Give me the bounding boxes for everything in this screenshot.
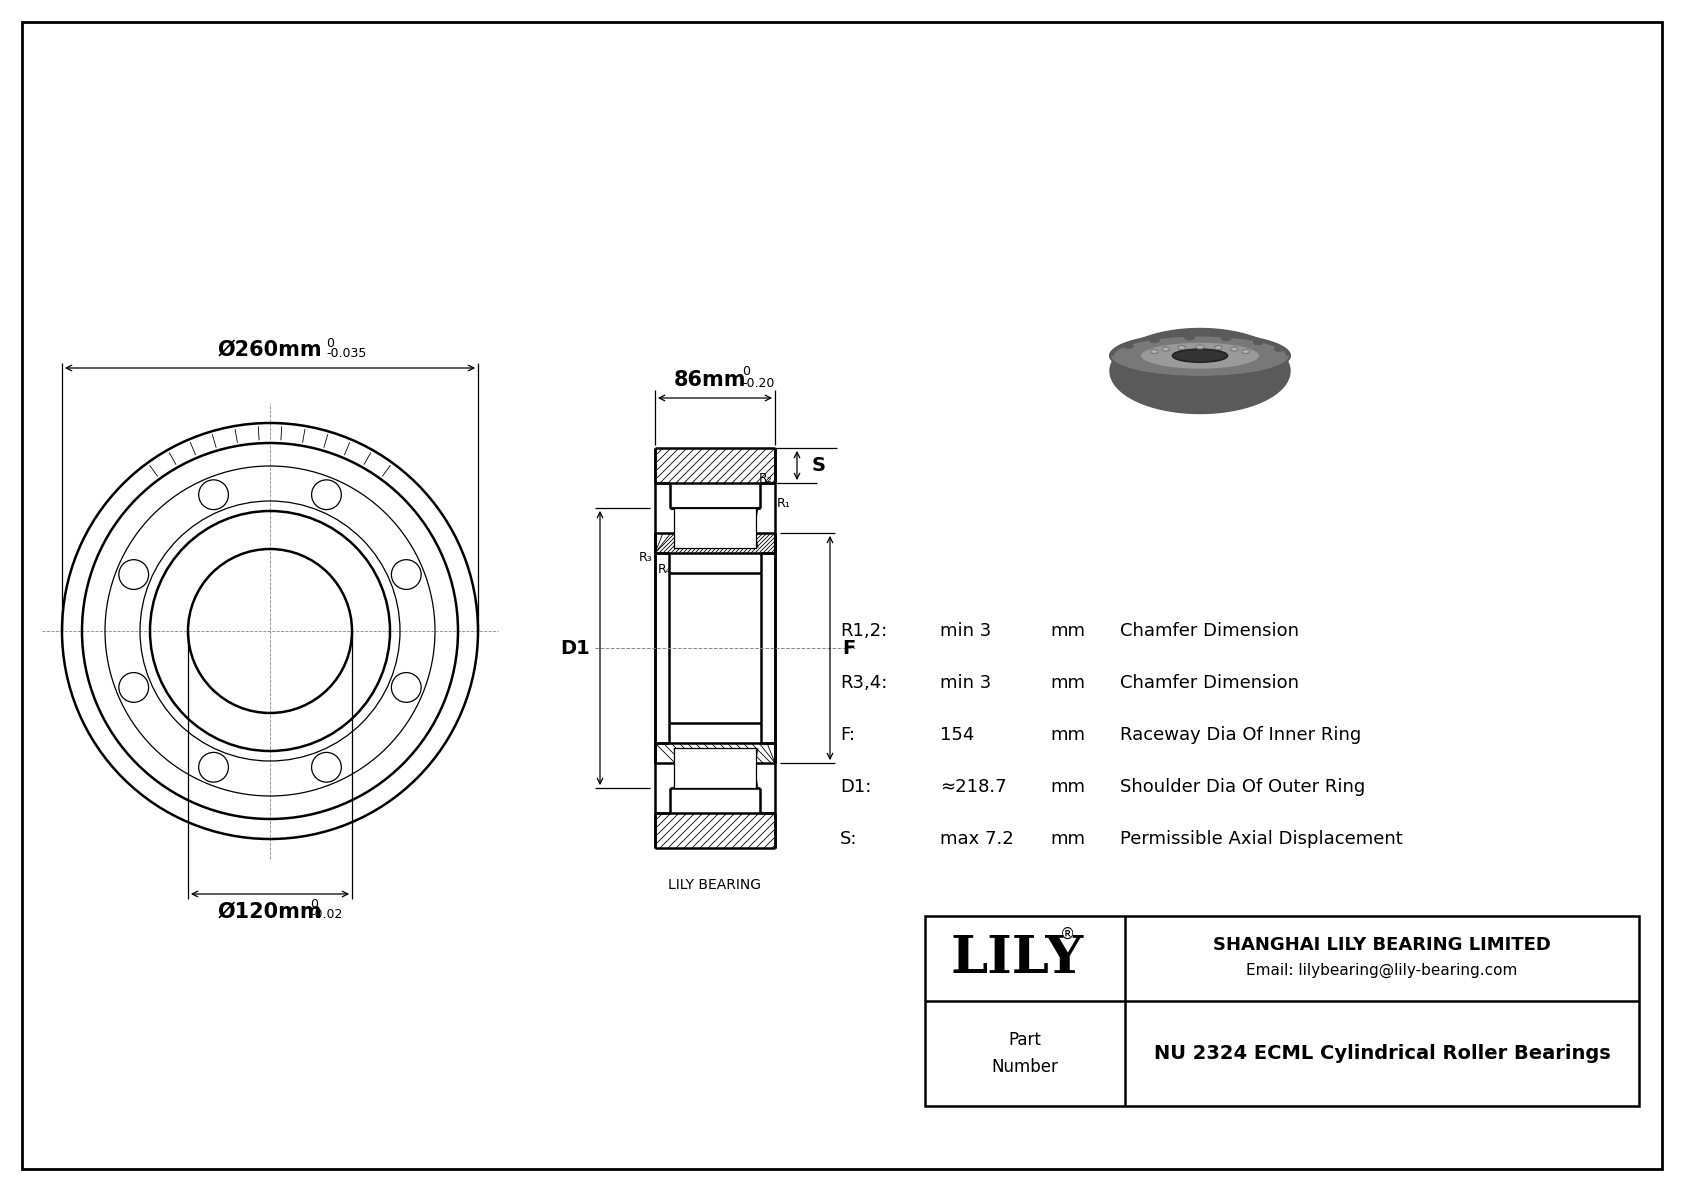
Text: ≈218.7: ≈218.7 [940,778,1007,796]
Ellipse shape [1184,335,1194,341]
Text: R1,2:: R1,2: [840,622,887,640]
Ellipse shape [1162,347,1170,351]
Ellipse shape [1253,339,1263,345]
Ellipse shape [1241,349,1250,354]
Ellipse shape [1196,345,1204,349]
Text: Email: lilybearing@lily-bearing.com: Email: lilybearing@lily-bearing.com [1246,962,1517,978]
Text: mm: mm [1051,778,1084,796]
Text: Chamfer Dimension: Chamfer Dimension [1120,674,1298,692]
Bar [925,916,1639,1106]
Text: 0: 0 [743,364,749,378]
Ellipse shape [1110,329,1290,413]
Text: F: F [842,638,855,657]
Text: R₄: R₄ [658,563,672,576]
Ellipse shape [1275,347,1283,351]
Ellipse shape [1221,336,1231,341]
Text: S:: S: [840,830,857,848]
Text: R₁: R₁ [776,497,791,510]
Text: LILY BEARING: LILY BEARING [669,878,761,892]
Bar [674,509,756,548]
Text: 154: 154 [940,727,975,744]
Text: mm: mm [1051,727,1084,744]
Text: ®: ® [1059,927,1074,942]
Ellipse shape [1140,342,1260,369]
Text: min 3: min 3 [940,622,992,640]
Text: max 7.2: max 7.2 [940,830,1014,848]
Text: Ø120mm: Ø120mm [217,902,322,922]
Ellipse shape [1231,347,1238,351]
Text: SHANGHAI LILY BEARING LIMITED: SHANGHAI LILY BEARING LIMITED [1212,935,1551,954]
Text: NU 2324 ECML Cylindrical Roller Bearings: NU 2324 ECML Cylindrical Roller Bearings [1154,1045,1610,1064]
Bar [674,748,756,788]
Ellipse shape [1123,343,1133,349]
Text: Chamfer Dimension: Chamfer Dimension [1120,622,1298,640]
Text: min 3: min 3 [940,674,992,692]
Text: mm: mm [1051,830,1084,848]
Ellipse shape [1110,335,1290,376]
Text: mm: mm [1051,622,1084,640]
Text: Shoulder Dia Of Outer Ring: Shoulder Dia Of Outer Ring [1120,778,1366,796]
Ellipse shape [1214,345,1223,349]
Text: LILY: LILY [950,933,1083,984]
Text: 86mm: 86mm [674,370,746,389]
Text: F:: F: [840,727,855,744]
Text: mm: mm [1051,674,1084,692]
Text: D1: D1 [561,638,589,657]
Text: -0.20: -0.20 [743,378,775,389]
Text: 0: 0 [327,337,333,350]
Text: D1:: D1: [840,778,871,796]
Ellipse shape [1177,345,1186,349]
Ellipse shape [1172,349,1228,362]
Ellipse shape [1150,338,1160,343]
Text: R₂: R₂ [759,472,773,485]
Text: -0.02: -0.02 [310,908,342,921]
Text: Permissible Axial Displacement: Permissible Axial Displacement [1120,830,1403,848]
Text: R3,4:: R3,4: [840,674,887,692]
Text: R₃: R₃ [640,551,653,565]
Text: -0.035: -0.035 [327,347,367,360]
Text: Ø260mm: Ø260mm [217,339,322,360]
Ellipse shape [1150,349,1159,354]
Text: 0: 0 [310,898,318,911]
Text: Raceway Dia Of Inner Ring: Raceway Dia Of Inner Ring [1120,727,1361,744]
Text: S: S [812,456,825,475]
Text: Part
Number: Part Number [992,1031,1059,1075]
